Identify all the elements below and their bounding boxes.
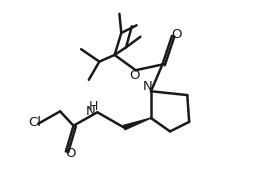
Polygon shape [123, 118, 151, 130]
Text: O: O [65, 147, 75, 160]
Text: N: N [143, 80, 152, 93]
Text: O: O [130, 68, 140, 81]
Text: N: N [86, 105, 95, 118]
Text: O: O [171, 28, 182, 41]
Text: Cl: Cl [28, 116, 41, 129]
Text: H: H [89, 100, 98, 113]
